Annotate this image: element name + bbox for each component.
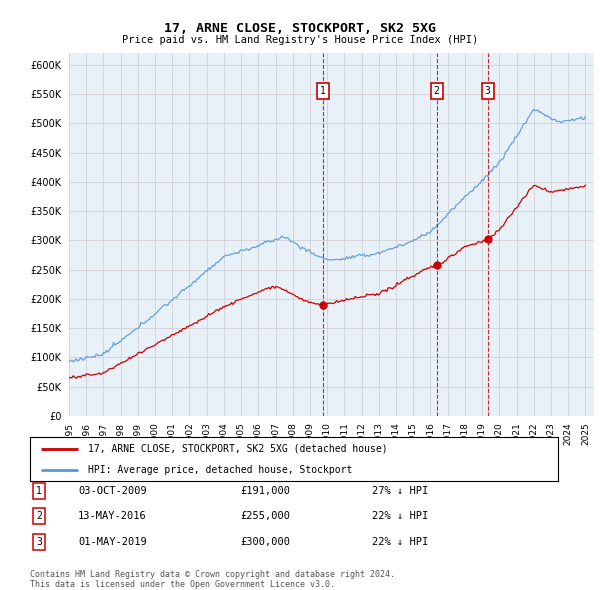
Text: 2: 2 <box>434 86 440 96</box>
Text: HPI: Average price, detached house, Stockport: HPI: Average price, detached house, Stoc… <box>88 465 352 475</box>
Point <box>318 300 328 309</box>
Text: 13-MAY-2016: 13-MAY-2016 <box>78 512 147 521</box>
Text: 27% ↓ HPI: 27% ↓ HPI <box>372 486 428 496</box>
Text: 22% ↓ HPI: 22% ↓ HPI <box>372 537 428 546</box>
Text: 17, ARNE CLOSE, STOCKPORT, SK2 5XG (detached house): 17, ARNE CLOSE, STOCKPORT, SK2 5XG (deta… <box>88 444 388 454</box>
Text: £255,000: £255,000 <box>240 512 290 521</box>
Text: 3: 3 <box>485 86 491 96</box>
Text: Contains HM Land Registry data © Crown copyright and database right 2024.: Contains HM Land Registry data © Crown c… <box>30 570 395 579</box>
Text: This data is licensed under the Open Government Licence v3.0.: This data is licensed under the Open Gov… <box>30 579 335 589</box>
Text: 1: 1 <box>320 86 326 96</box>
Text: £300,000: £300,000 <box>240 537 290 546</box>
Point <box>432 261 442 270</box>
Text: 03-OCT-2009: 03-OCT-2009 <box>78 486 147 496</box>
Text: 22% ↓ HPI: 22% ↓ HPI <box>372 512 428 521</box>
Text: 1: 1 <box>36 486 42 496</box>
Text: 17, ARNE CLOSE, STOCKPORT, SK2 5XG: 17, ARNE CLOSE, STOCKPORT, SK2 5XG <box>164 22 436 35</box>
Point <box>483 234 493 244</box>
Text: 01-MAY-2019: 01-MAY-2019 <box>78 537 147 546</box>
Text: Price paid vs. HM Land Registry's House Price Index (HPI): Price paid vs. HM Land Registry's House … <box>122 35 478 44</box>
Text: 3: 3 <box>36 537 42 546</box>
Text: £191,000: £191,000 <box>240 486 290 496</box>
Text: 2: 2 <box>36 512 42 521</box>
